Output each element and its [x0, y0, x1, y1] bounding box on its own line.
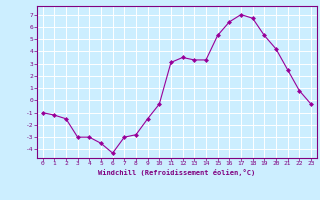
- X-axis label: Windchill (Refroidissement éolien,°C): Windchill (Refroidissement éolien,°C): [98, 169, 255, 176]
